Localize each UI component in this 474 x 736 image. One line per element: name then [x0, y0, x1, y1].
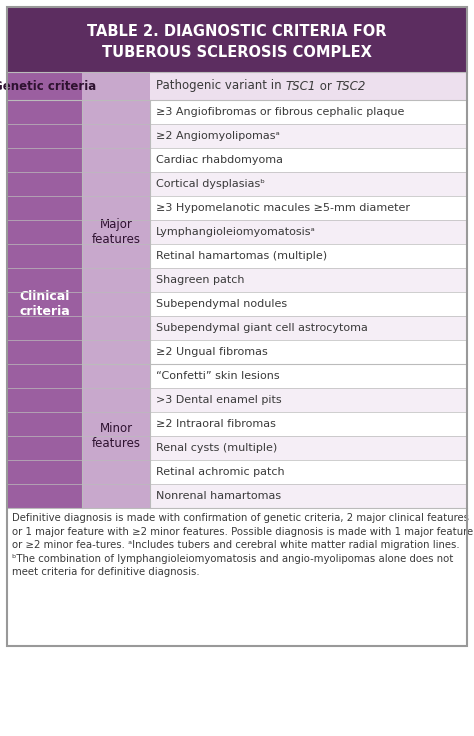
Text: TSC2: TSC2 — [336, 79, 366, 93]
Text: ≥3 Hypomelanotic macules ≥5-mm diameter: ≥3 Hypomelanotic macules ≥5-mm diameter — [156, 203, 410, 213]
FancyBboxPatch shape — [150, 460, 467, 484]
Text: ≥2 Angiomyolipomasᵃ: ≥2 Angiomyolipomasᵃ — [156, 131, 280, 141]
Text: Retinal hamartomas (multiple): Retinal hamartomas (multiple) — [156, 251, 327, 261]
FancyBboxPatch shape — [82, 72, 150, 100]
Text: Renal cysts (multiple): Renal cysts (multiple) — [156, 443, 277, 453]
FancyBboxPatch shape — [82, 100, 150, 364]
Text: TUBEROUS SCLEROSIS COMPLEX: TUBEROUS SCLEROSIS COMPLEX — [102, 45, 372, 60]
FancyBboxPatch shape — [150, 220, 467, 244]
Text: >3 Dental enamel pits: >3 Dental enamel pits — [156, 395, 282, 405]
FancyBboxPatch shape — [150, 196, 467, 220]
Text: Pathogenic variant in: Pathogenic variant in — [156, 79, 285, 93]
Text: Major
features: Major features — [91, 218, 140, 246]
Text: TABLE 2. DIAGNOSTIC CRITERIA FOR: TABLE 2. DIAGNOSTIC CRITERIA FOR — [87, 24, 387, 39]
FancyBboxPatch shape — [150, 100, 467, 124]
Text: ≥2 Intraoral fibromas: ≥2 Intraoral fibromas — [156, 419, 276, 429]
FancyBboxPatch shape — [150, 124, 467, 148]
FancyBboxPatch shape — [7, 100, 82, 508]
Text: Definitive diagnosis is made with confirmation of genetic criteria, 2 major clin: Definitive diagnosis is made with confir… — [12, 513, 473, 578]
FancyBboxPatch shape — [150, 172, 467, 196]
Text: Clinical
criteria: Clinical criteria — [19, 290, 70, 318]
Text: TSC1: TSC1 — [285, 79, 316, 93]
Text: Cardiac rhabdomyoma: Cardiac rhabdomyoma — [156, 155, 283, 165]
Text: Cortical dysplasiasᵇ: Cortical dysplasiasᵇ — [156, 179, 265, 189]
FancyBboxPatch shape — [150, 268, 467, 292]
FancyBboxPatch shape — [7, 72, 82, 100]
Text: Subependymal giant cell astrocytoma: Subependymal giant cell astrocytoma — [156, 323, 368, 333]
FancyBboxPatch shape — [150, 412, 467, 436]
FancyBboxPatch shape — [150, 72, 467, 100]
FancyBboxPatch shape — [150, 364, 467, 388]
FancyBboxPatch shape — [150, 436, 467, 460]
FancyBboxPatch shape — [150, 340, 467, 364]
Text: Subependymal nodules: Subependymal nodules — [156, 299, 287, 309]
FancyBboxPatch shape — [7, 7, 467, 72]
FancyBboxPatch shape — [150, 316, 467, 340]
Text: “Confetti” skin lesions: “Confetti” skin lesions — [156, 371, 280, 381]
Text: Minor
features: Minor features — [91, 422, 140, 450]
Text: Genetic criteria: Genetic criteria — [0, 79, 96, 93]
FancyBboxPatch shape — [7, 508, 467, 646]
FancyBboxPatch shape — [82, 364, 150, 508]
FancyBboxPatch shape — [150, 148, 467, 172]
FancyBboxPatch shape — [150, 244, 467, 268]
Text: Nonrenal hamartomas: Nonrenal hamartomas — [156, 491, 281, 501]
Text: Lymphangioleiomyomatosisᵃ: Lymphangioleiomyomatosisᵃ — [156, 227, 316, 237]
FancyBboxPatch shape — [150, 484, 467, 508]
FancyBboxPatch shape — [150, 388, 467, 412]
Text: or: or — [316, 79, 336, 93]
Text: ≥2 Ungual fibromas: ≥2 Ungual fibromas — [156, 347, 268, 357]
Text: Retinal achromic patch: Retinal achromic patch — [156, 467, 284, 477]
Text: Shagreen patch: Shagreen patch — [156, 275, 245, 285]
FancyBboxPatch shape — [150, 292, 467, 316]
Text: ≥3 Angiofibromas or fibrous cephalic plaque: ≥3 Angiofibromas or fibrous cephalic pla… — [156, 107, 404, 117]
